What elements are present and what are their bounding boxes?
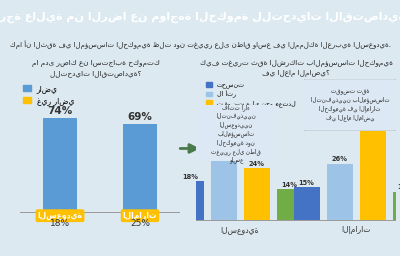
Text: درجة عالية من الرضا عن مواجهة الحكومة للتحديات الاقتصادية: درجة عالية من الرضا عن مواجهة الحكومة لل… [0,12,400,23]
Text: 13%: 13% [398,184,400,190]
Bar [210,153,236,220]
Text: 31%: 31% [216,145,232,152]
Text: 25%: 25% [130,219,150,228]
Bar [326,164,352,220]
Text: 69%: 69% [128,112,152,122]
Text: 74%: 74% [47,106,73,116]
Text: 18%: 18% [50,219,70,228]
Text: ما مدى رضاك عن استجابة حكومتك: ما مدى رضاك عن استجابة حكومتك [32,60,160,67]
Bar [123,212,157,219]
Bar [392,191,400,220]
Text: 15%: 15% [298,180,314,186]
Text: الإمارات: الإمارات [341,225,371,234]
Text: 41%: 41% [364,124,380,130]
Bar [244,168,270,220]
Text: السعودية: السعودية [221,225,259,234]
Text: للتحديات الاقتصادية؟: للتحديات الاقتصادية؟ [50,70,142,77]
Text: فاتت آراء
التنفيذيين
السعوديين
بالمؤسسات
الحكومية دون
تغيير على نطاق
واسع: فاتت آراء التنفيذيين السعوديين بالمؤسسات… [211,103,261,163]
Text: كما أن الثقة في المؤسسات الحكومية ظلت دون تغيير على نطاق واسع في المملكة العربية: كما أن الثقة في المؤسسات الحكومية ظلت دو… [10,40,390,49]
Text: 26%: 26% [332,156,348,162]
Bar [294,187,320,220]
Text: كيف تغيرت ثقة الشركات بالمؤسسات الحكومية: كيف تغيرت ثقة الشركات بالمؤسسات الحكومية [200,60,392,67]
Bar [360,131,386,220]
Bar [43,212,77,219]
Text: تقوضت ثقة
التنفيذيين بالمؤسسات
الحكومية في الإمارات
في العام الماضي: تقوضت ثقة التنفيذيين بالمؤسسات الحكومية … [311,89,389,121]
Text: في العام الماضي؟: في العام الماضي؟ [262,70,330,77]
Legend: راضي, غير راضي: راضي, غير راضي [20,81,77,108]
Text: السعودية: السعودية [38,211,82,220]
Text: 24%: 24% [248,161,264,167]
Bar [43,118,77,212]
FancyBboxPatch shape [303,79,397,131]
Bar [178,181,204,220]
Legend: تحسنت, لا أثر, تقوضت على نحو معتدل, تقوضت بشدة: تحسنت, لا أثر, تقوضت على نحو معتدل, تقوض… [203,80,298,118]
Text: 18%: 18% [182,174,198,179]
Bar [276,189,302,220]
FancyBboxPatch shape [195,104,277,162]
Text: الإمارات: الإمارات [123,211,157,220]
Bar [123,124,157,212]
Text: 14%: 14% [282,182,298,188]
